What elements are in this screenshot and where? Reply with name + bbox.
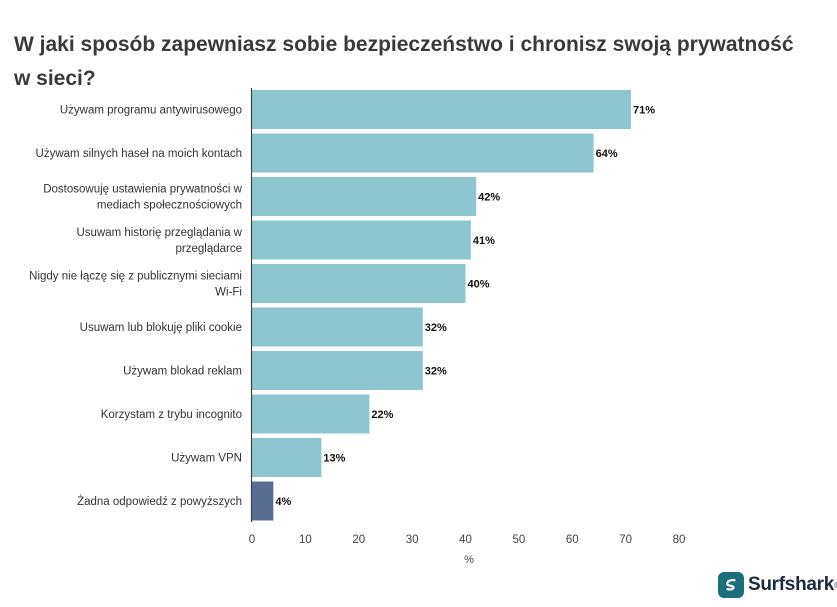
category-label: Usuwam historię przeglądania w [76,227,242,239]
bar [252,481,274,521]
surfshark-logo-reg: ® [834,580,837,590]
category-label: przeglądarce [176,243,242,255]
bar [252,264,466,303]
x-tick-label: 80 [673,534,686,546]
x-tick-label: 40 [459,534,472,546]
x-tick-label: 0 [249,534,255,546]
bar [252,351,423,390]
bar-data-label: 32% [425,366,447,378]
bar [252,394,370,434]
bar [252,220,471,260]
category-label: Dostosowuję ustawienia prywatności w [43,184,242,196]
bar-data-label: 22% [371,409,393,421]
surfshark-logo: Surfshark ® [718,570,837,600]
category-label: mediach społecznościowych [97,200,242,212]
category-label: Korzystam z trybu incognito [101,409,242,421]
surfshark-logo-text: Surfshark [748,574,835,595]
chart-title: W jaki sposób zapewniasz sobie bezpiecze… [14,33,794,90]
bar-data-label: 32% [425,322,447,334]
x-tick-label: 10 [299,534,312,546]
category-label: Używam programu antywirusowego [60,105,242,117]
category-label: Usuwam lub blokuję pliki cookie [80,322,242,334]
bar [252,307,423,347]
bar-data-label: 64% [596,148,618,160]
bar-data-label: 42% [478,192,500,204]
category-label: Używam blokad reklam [123,366,242,378]
x-tick-label: 30 [406,534,419,546]
bar-data-label: 4% [275,496,291,508]
bar-data-label: 71% [633,105,655,117]
x-tick-label: 70 [619,534,632,546]
x-tick-label: 20 [352,534,365,546]
bar [252,90,631,129]
bar [252,438,322,477]
bar-data-label: 40% [468,279,490,291]
x-tick-label: 50 [512,534,525,546]
category-label: Żadna odpowiedź z powyższych [77,495,242,508]
x-tick-label: 60 [566,534,579,546]
bar-data-label: 41% [473,235,495,247]
surfshark-logo-icon [718,572,744,598]
category-label: Wi-Fi [215,287,242,299]
bar-data-label: 13% [323,453,345,465]
x-axis-label: % [464,554,474,566]
bar [252,133,594,173]
category-label: Używam VPN [171,453,242,465]
category-label: Nigdy nie łączę się z publicznymi siecia… [29,271,242,283]
category-label: Używam silnych haseł na moich kontach [36,148,242,160]
bar [252,177,477,216]
